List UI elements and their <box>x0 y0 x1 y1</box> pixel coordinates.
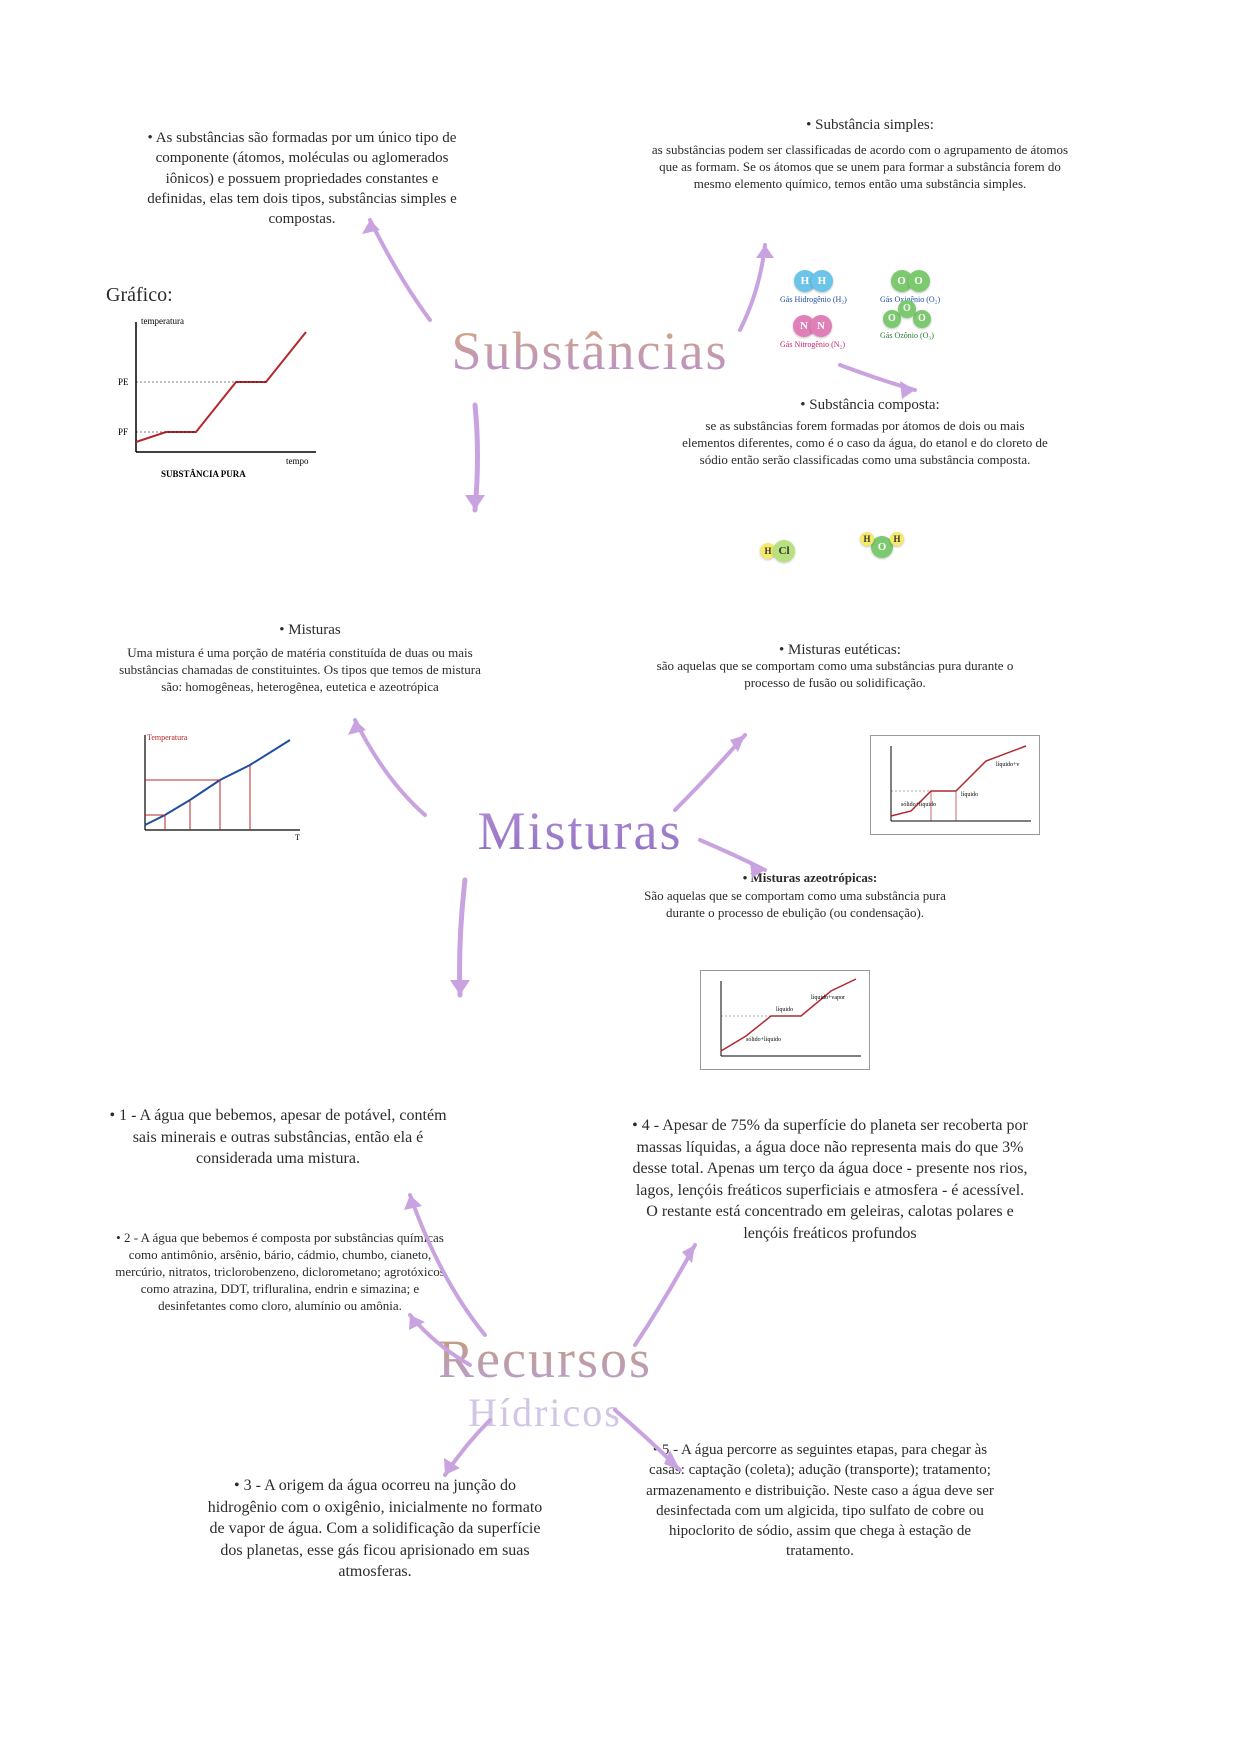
simples-title: • Substância simples: <box>710 115 1030 135</box>
svg-text:líquido: líquido <box>961 792 978 798</box>
arrow-mist-down <box>440 870 480 1010</box>
mol-hcl: HCl <box>760 540 795 562</box>
misturas-main-text: Uma mistura é uma porção de matéria cons… <box>110 645 490 696</box>
svg-text:líquido+vapor: líquido+vapor <box>811 995 845 1001</box>
arrow-rec-3 <box>430 1410 510 1490</box>
grafico-label: Gráfico: <box>106 282 173 309</box>
arrow-mist-left <box>330 700 450 830</box>
svg-text:T: T <box>295 833 300 842</box>
svg-text:PF: PF <box>118 427 128 437</box>
mol-o3: OOO Gás Ozônio (O₃) <box>880 310 934 340</box>
svg-text:Temperatura: Temperatura <box>147 733 188 742</box>
svg-text:sólido+líquido: sólido+líquido <box>901 802 936 808</box>
recursos-p3: • 3 - A origem da água ocorreu na junção… <box>205 1475 545 1583</box>
composta-text: se as substâncias forem formadas por áto… <box>680 418 1050 469</box>
chart-xlabel: tempo <box>286 456 309 466</box>
azeo-text: São aquelas que se comportam como uma su… <box>630 888 960 922</box>
recursos-p1: • 1 - A água que bebemos, apesar de potá… <box>108 1105 448 1170</box>
arrow-rec-4 <box>620 1230 720 1360</box>
svg-text:líquido+v: líquido+v <box>996 762 1019 768</box>
arrow-mist-right-up <box>660 720 770 820</box>
chart-ylabel: temperatura <box>141 316 184 326</box>
recursos-p4: • 4 - Apesar de 75% da superfície do pla… <box>630 1115 1030 1245</box>
svg-text:líquido: líquido <box>776 1007 793 1013</box>
arrow-sub-left <box>340 200 460 340</box>
arrow-mist-right-side <box>690 830 780 890</box>
chart-caption: SUBSTÂNCIA PURA <box>161 469 246 479</box>
arrow-sub-right-up <box>720 230 820 340</box>
euteticas-text: são aquelas que se comportam como uma su… <box>650 658 1020 692</box>
mol-o2: OO Gás Oxigênio (O₂) <box>880 270 940 304</box>
chart-substancia-pura: temperatura tempo PE PF SUBSTÂNCIA PURA <box>106 312 326 482</box>
arrow-rec-2 <box>395 1300 485 1380</box>
chart-euteticas: líquido sólido+líquido líquido+v <box>870 735 1040 835</box>
mol-h2o: HOH <box>860 536 904 558</box>
chart-azeotropicas: sólido+líquido líquido líquido+vapor <box>700 970 870 1070</box>
arrow-rec-5 <box>600 1400 700 1490</box>
chart-mistura-1: Temperatura T <box>120 730 310 850</box>
arrow-sub-right-side <box>830 355 930 415</box>
svg-text:sólido+líquido: sólido+líquido <box>746 1037 781 1043</box>
misturas-main-title: • Misturas <box>200 620 420 640</box>
svg-text:PE: PE <box>118 377 129 387</box>
arrow-sub-down <box>455 395 495 525</box>
simples-text: as substâncias podem ser classificadas d… <box>650 142 1070 193</box>
